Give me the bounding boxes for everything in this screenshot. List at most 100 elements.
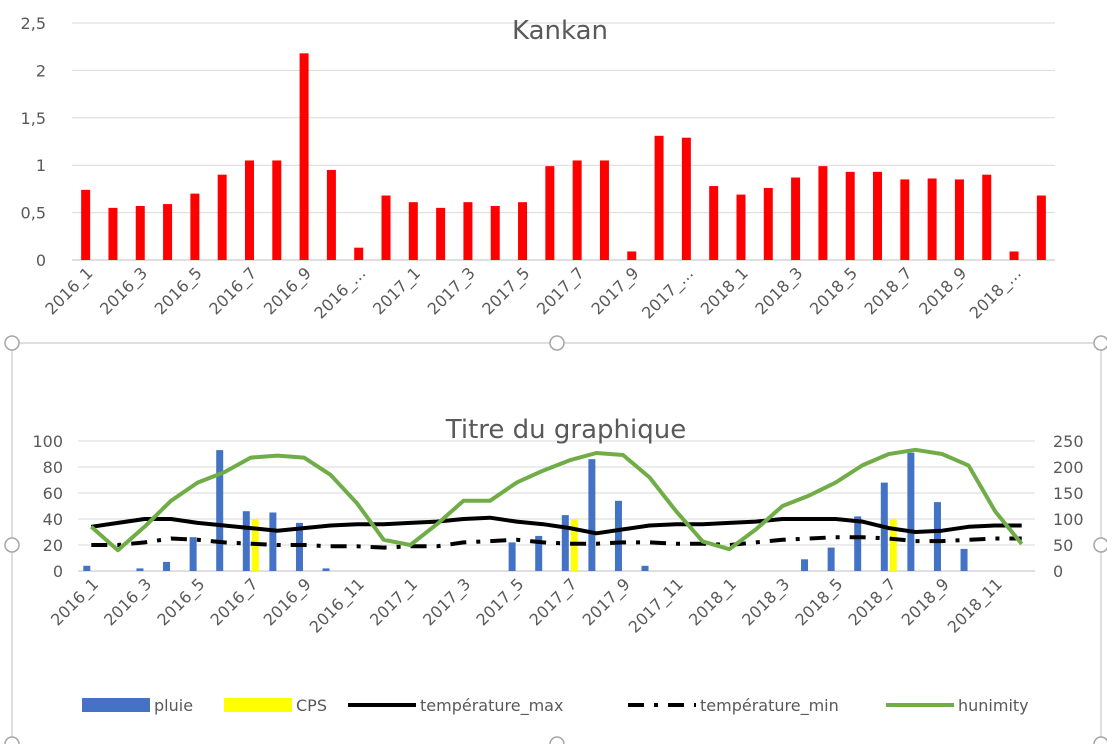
c1-bar	[408, 202, 418, 260]
c2-x-tick-label: 2017_7	[526, 574, 582, 630]
c1-bar	[135, 205, 145, 260]
c2-bar-pluie	[907, 452, 915, 571]
c1-bar	[927, 178, 937, 260]
c1-bar	[763, 187, 773, 260]
c1-bar	[299, 53, 309, 260]
c1-x-tick-label: 2016_…	[310, 263, 370, 323]
c1-bar	[518, 202, 528, 260]
c1-x-tick-label: 2017_3	[424, 263, 480, 319]
resize-handle-bottom-left[interactable]	[4, 736, 20, 744]
c1-bar	[818, 166, 828, 260]
c2-bar-pluie	[588, 459, 596, 571]
c2-legend-label-température_min: température_min	[700, 696, 839, 716]
c2-bar-pluie	[322, 568, 330, 571]
c2-bar-pluie	[641, 565, 649, 571]
c2-x-tick-label: 2016_5	[153, 574, 209, 630]
c1-bar	[572, 160, 582, 260]
c1-bar	[381, 195, 391, 260]
c2-y2-tick-label: 100	[1053, 510, 1084, 529]
chart-kankan: 00,511,522,5 2016_1 2016_3 2016_5 2016_7 201…	[21, 14, 1055, 323]
c1-x-tick-label: 2016_7	[205, 263, 261, 319]
c1-x-tick-label: 2018_1	[697, 263, 753, 319]
c1-bar	[845, 171, 855, 260]
c1-bar	[545, 166, 555, 260]
c1-bar	[791, 177, 801, 260]
c2-line-hunimity	[89, 447, 1024, 553]
c1-x-tick-label: 2018_7	[861, 263, 917, 319]
c2-y-tick-label: 60	[43, 484, 63, 503]
c1-bar	[709, 186, 719, 260]
chart2-selection-frame[interactable]	[4, 335, 1107, 744]
c2-y-tick-labels: 0 20 40 60 80 100	[32, 432, 63, 581]
c1-bar	[873, 171, 883, 260]
c2-y2-tick-label: 250	[1053, 432, 1084, 451]
c1-bar	[654, 135, 664, 260]
resize-handle-top-left[interactable]	[4, 335, 20, 351]
c2-y-tick-label: 80	[43, 458, 63, 477]
c1-bar	[354, 247, 364, 260]
c1-x-tick-label: 2018_5	[806, 263, 862, 319]
resize-handle-bottom-center[interactable]	[549, 736, 565, 744]
c1-bars	[81, 53, 1046, 260]
c1-x-tick-label: 2017_7	[533, 263, 589, 319]
resize-handle-top-right[interactable]	[1093, 335, 1107, 351]
c2-x-tick-label: 2018_1	[685, 574, 741, 630]
c1-x-tick-label: 2018_9	[915, 263, 971, 319]
c1-bar	[326, 169, 336, 260]
c2-bar-pluie	[83, 565, 91, 571]
resize-handle-bottom-right[interactable]	[1093, 736, 1107, 744]
c2-legend-label-pluie: pluie	[154, 696, 193, 715]
c2-x-tick-label: 2017_11	[625, 574, 688, 637]
c2-y2-tick-labels: 0 50 100 150 200 250	[1053, 432, 1084, 581]
c2-x-tick-label: 2016_1	[47, 574, 103, 630]
c1-y-tick-label: 1,5	[21, 109, 46, 128]
c2-bar-pluie	[827, 547, 835, 571]
c2-bar-pluie	[535, 535, 543, 571]
c2-bars	[83, 450, 968, 571]
c1-y-tick-label: 1	[36, 156, 46, 175]
resize-handle-top-center[interactable]	[549, 335, 565, 351]
c1-bar	[954, 179, 964, 260]
c2-x-tick-label: 2016_3	[100, 574, 156, 630]
c1-bar	[272, 160, 282, 260]
c2-legend-swatch-pluie	[82, 698, 150, 712]
c1-bar	[982, 174, 992, 260]
resize-handle-middle-left[interactable]	[4, 537, 20, 553]
c2-legend-swatch-CPS	[224, 698, 292, 712]
c2-x-tick-label: 2018_5	[791, 574, 847, 630]
c1-x-tick-label: 2017_1	[369, 263, 425, 319]
resize-handle-middle-right[interactable]	[1093, 537, 1107, 553]
c1-title: Kankan	[512, 16, 608, 46]
c2-x-tick-label: 2018_7	[845, 574, 901, 630]
c2-bar-pluie	[614, 500, 622, 571]
c2-bar-pluie	[561, 515, 569, 571]
c1-y-tick-label: 2,5	[21, 14, 46, 33]
c1-bar	[108, 207, 118, 260]
c2-bar-pluie	[136, 568, 144, 571]
c2-bar-pluie	[216, 450, 224, 571]
c2-bar-pluie	[189, 537, 197, 571]
c1-x-tick-label: 2016_1	[41, 263, 97, 319]
c1-bar	[681, 137, 691, 260]
c2-x-tick-label: 2018_3	[738, 574, 794, 630]
c2-x-tick-labels: 2016_12016_32016_52016_72016_92016_11201…	[47, 574, 1007, 637]
c2-lines	[89, 447, 1024, 553]
c2-y2-tick-label: 150	[1053, 484, 1084, 503]
c1-y-tick-labels: 0 0,5 1 1,5 2 2,5	[21, 14, 46, 270]
c2-x-tick-label: 2016_7	[207, 574, 263, 630]
c2-x-tick-label: 2017_3	[419, 574, 475, 630]
c2-y-tick-label: 0	[53, 562, 63, 581]
c2-y2-tick-label: 50	[1053, 536, 1073, 555]
c1-y-tick-label: 2	[36, 61, 46, 80]
c1-bar	[627, 251, 637, 260]
c1-bar	[1036, 195, 1046, 260]
c2-title: Titre du graphique	[445, 415, 686, 445]
c1-bar	[217, 174, 227, 260]
c1-bar	[463, 202, 473, 260]
c1-x-tick-label: 2016_5	[151, 263, 207, 319]
c2-legend-label-hunimity: hunimity	[958, 696, 1029, 715]
c2-bar-CPS	[889, 519, 897, 571]
c1-y-tick-label: 0	[36, 251, 46, 270]
c1-bar	[436, 207, 446, 260]
c1-bar	[81, 189, 91, 260]
